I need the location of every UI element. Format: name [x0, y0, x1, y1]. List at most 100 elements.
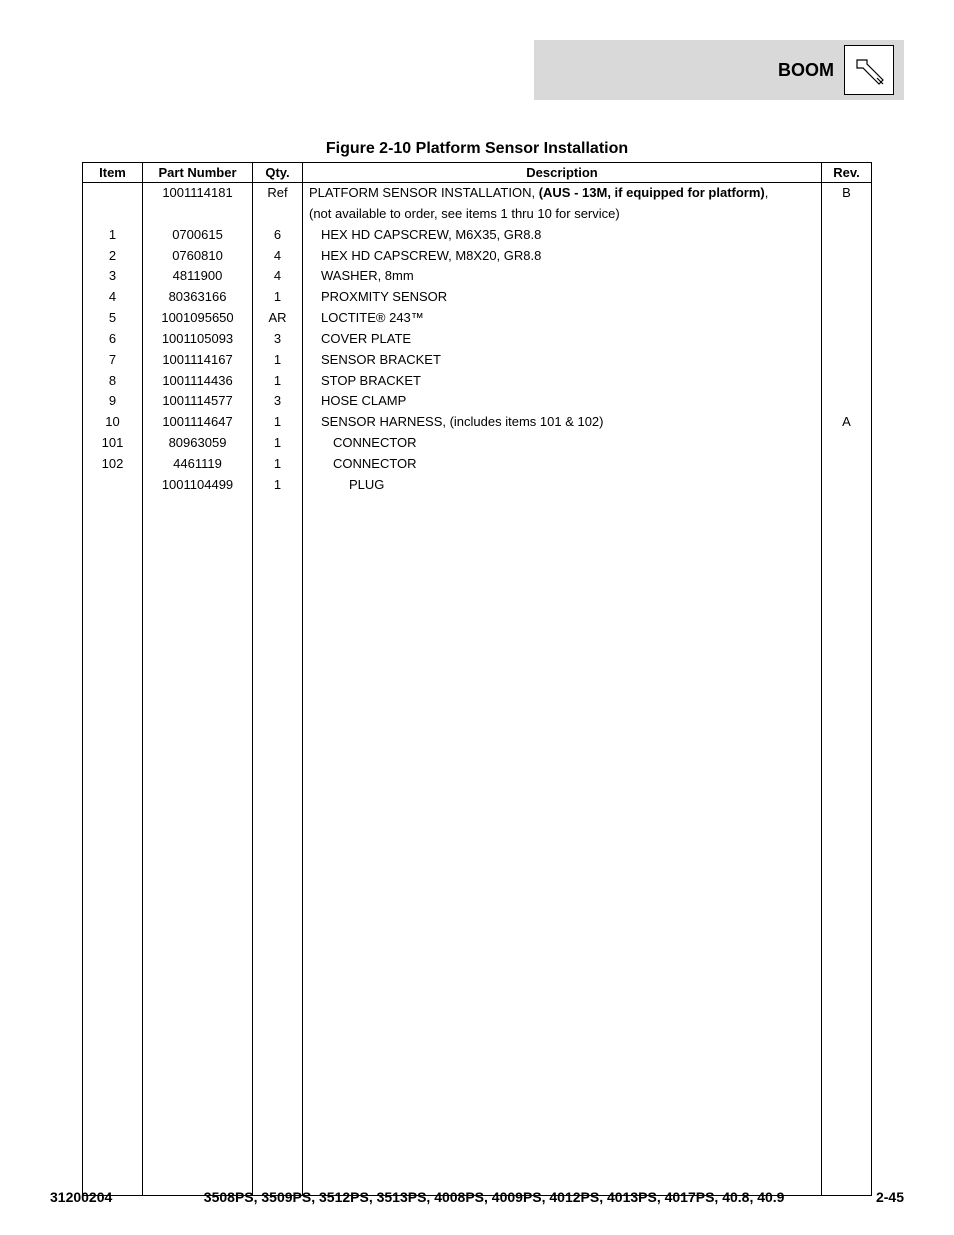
- table-row: 710011141671SENSOR BRACKET: [83, 350, 872, 371]
- cell-rev: [822, 287, 872, 308]
- cell-desc: PLATFORM SENSOR INSTALLATION, (AUS - 13M…: [303, 183, 822, 204]
- footer-center: 3508PS, 3509PS, 3512PS, 3513PS, 4008PS, …: [112, 1189, 876, 1205]
- cell-item: 4: [83, 287, 143, 308]
- table-row: 810011144361STOP BRACKET: [83, 371, 872, 392]
- cell-item: 8: [83, 371, 143, 392]
- cell-part: 1001114647: [143, 412, 253, 433]
- cell-part: 0700615: [143, 225, 253, 246]
- cell-qty: 1: [253, 454, 303, 475]
- page-footer: 31200204 3508PS, 3509PS, 3512PS, 3513PS,…: [50, 1189, 904, 1205]
- cell-qty: 4: [253, 266, 303, 287]
- cell-desc: CONNECTOR: [303, 433, 822, 454]
- cell-qty: [253, 204, 303, 225]
- cell-desc: WASHER, 8mm: [303, 266, 822, 287]
- table-row: 348119004WASHER, 8mm: [83, 266, 872, 287]
- col-header-item: Item: [83, 163, 143, 183]
- cell-item: 5: [83, 308, 143, 329]
- cell-desc: HEX HD CAPSCREW, M6X35, GR8.8: [303, 225, 822, 246]
- table-row: (not available to order, see items 1 thr…: [83, 204, 872, 225]
- cell-part: 4811900: [143, 266, 253, 287]
- cell-desc: PLUG: [303, 475, 822, 496]
- cell-item: 2: [83, 246, 143, 267]
- section-title: BOOM: [778, 60, 834, 81]
- cell-part: 1001114436: [143, 371, 253, 392]
- cell-item: [83, 183, 143, 204]
- cell-item: [83, 204, 143, 225]
- cell-qty: 1: [253, 287, 303, 308]
- table-header-row: Item Part Number Qty. Description Rev.: [83, 163, 872, 183]
- cell-qty: 3: [253, 391, 303, 412]
- cell-desc: LOCTITE® 243™: [303, 308, 822, 329]
- cell-desc: SENSOR HARNESS, (includes items 101 & 10…: [303, 412, 822, 433]
- section-header: BOOM: [534, 40, 904, 100]
- cell-rev: [822, 433, 872, 454]
- cell-part: 1001104499: [143, 475, 253, 496]
- boom-icon: [844, 45, 894, 95]
- cell-item: 7: [83, 350, 143, 371]
- cell-qty: 4: [253, 246, 303, 267]
- col-header-rev: Rev.: [822, 163, 872, 183]
- figure-title: Figure 2-10 Platform Sensor Installation: [50, 140, 904, 158]
- cell-part: 1001095650: [143, 308, 253, 329]
- table-row: 51001095650ARLOCTITE® 243™: [83, 308, 872, 329]
- cell-part: 1001114181: [143, 183, 253, 204]
- cell-part: 1001114577: [143, 391, 253, 412]
- cell-item: 1: [83, 225, 143, 246]
- cell-item: 6: [83, 329, 143, 350]
- cell-rev: [822, 391, 872, 412]
- table-row: 4803631661PROXMITY SENSOR: [83, 287, 872, 308]
- col-header-desc: Description: [303, 163, 822, 183]
- cell-rev: [822, 475, 872, 496]
- cell-rev: [822, 329, 872, 350]
- cell-rev: [822, 204, 872, 225]
- col-header-part: Part Number: [143, 163, 253, 183]
- cell-desc: (not available to order, see items 1 thr…: [303, 204, 822, 225]
- table-row: 1010011146471SENSOR HARNESS, (includes i…: [83, 412, 872, 433]
- cell-part: [143, 204, 253, 225]
- footer-left: 31200204: [50, 1189, 112, 1205]
- table-row: 101809630591CONNECTOR: [83, 433, 872, 454]
- cell-desc: CONNECTOR: [303, 454, 822, 475]
- cell-rev: [822, 350, 872, 371]
- cell-rev: [822, 308, 872, 329]
- cell-qty: 1: [253, 350, 303, 371]
- cell-part: 1001114167: [143, 350, 253, 371]
- cell-rev: A: [822, 412, 872, 433]
- cell-part: 80963059: [143, 433, 253, 454]
- cell-item: 10: [83, 412, 143, 433]
- cell-part: 4461119: [143, 454, 253, 475]
- cell-rev: [822, 246, 872, 267]
- page: BOOM Figure 2-10 Platform Sensor Install…: [0, 0, 954, 1235]
- cell-rev: [822, 266, 872, 287]
- table-row: 207608104HEX HD CAPSCREW, M8X20, GR8.8: [83, 246, 872, 267]
- table-filler: [83, 496, 872, 1196]
- cell-part: 0760810: [143, 246, 253, 267]
- cell-qty: 3: [253, 329, 303, 350]
- cell-item: [83, 475, 143, 496]
- table-row: 107006156HEX HD CAPSCREW, M6X35, GR8.8: [83, 225, 872, 246]
- cell-qty: 1: [253, 412, 303, 433]
- cell-item: 3: [83, 266, 143, 287]
- cell-rev: [822, 371, 872, 392]
- table-row: 910011145773HOSE CLAMP: [83, 391, 872, 412]
- cell-rev: B: [822, 183, 872, 204]
- cell-part: 80363166: [143, 287, 253, 308]
- cell-item: 102: [83, 454, 143, 475]
- col-header-qty: Qty.: [253, 163, 303, 183]
- table-row: 10011044991PLUG: [83, 475, 872, 496]
- cell-desc: PROXMITY SENSOR: [303, 287, 822, 308]
- cell-rev: [822, 454, 872, 475]
- cell-desc: HEX HD CAPSCREW, M8X20, GR8.8: [303, 246, 822, 267]
- cell-item: 101: [83, 433, 143, 454]
- cell-desc: HOSE CLAMP: [303, 391, 822, 412]
- footer-right: 2-45: [876, 1189, 904, 1205]
- table-row: 610011050933COVER PLATE: [83, 329, 872, 350]
- table-row: 1001114181RefPLATFORM SENSOR INSTALLATIO…: [83, 183, 872, 204]
- parts-table: Item Part Number Qty. Description Rev. 1…: [82, 162, 872, 1196]
- cell-desc: COVER PLATE: [303, 329, 822, 350]
- cell-qty: 1: [253, 433, 303, 454]
- cell-qty: Ref: [253, 183, 303, 204]
- cell-qty: AR: [253, 308, 303, 329]
- cell-part: 1001105093: [143, 329, 253, 350]
- cell-desc: STOP BRACKET: [303, 371, 822, 392]
